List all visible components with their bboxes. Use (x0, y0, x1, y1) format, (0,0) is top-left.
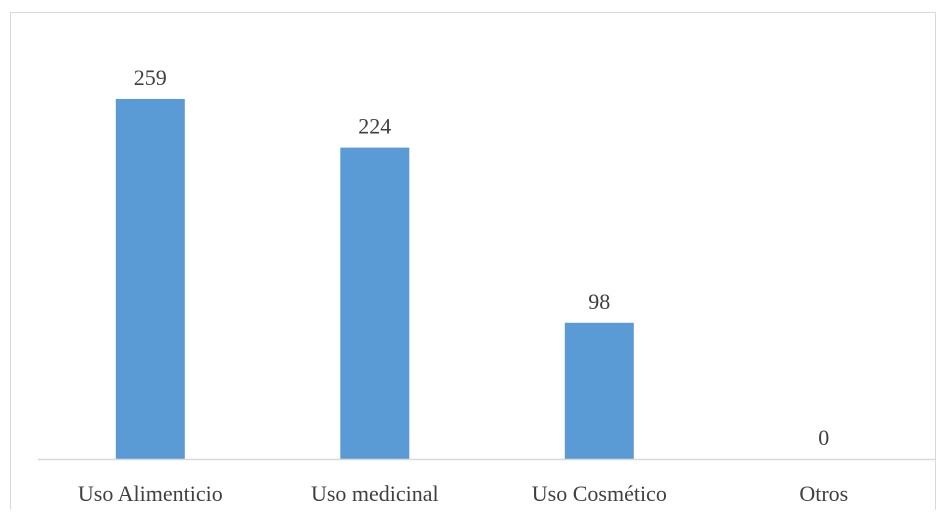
bar-1 (340, 147, 410, 459)
data-label-group: 259 224 98 0 (134, 65, 829, 450)
data-label-3: 0 (818, 425, 829, 450)
data-label-0: 259 (134, 65, 167, 90)
data-label-1: 224 (358, 114, 391, 139)
data-label-2: 98 (588, 289, 610, 314)
bar-group (115, 99, 634, 459)
x-tick-label-1: Uso medicinal (311, 481, 439, 506)
bar-0 (115, 99, 185, 459)
x-tick-label-0: Uso Alimenticio (78, 481, 223, 506)
bar-2 (564, 322, 634, 459)
x-tick-label-group: Uso Alimenticio Uso medicinal Uso Cosmétic… (78, 481, 848, 506)
x-tick-label-2: Uso Cosmético (532, 481, 667, 506)
x-tick-label-3: Otros (799, 481, 848, 506)
